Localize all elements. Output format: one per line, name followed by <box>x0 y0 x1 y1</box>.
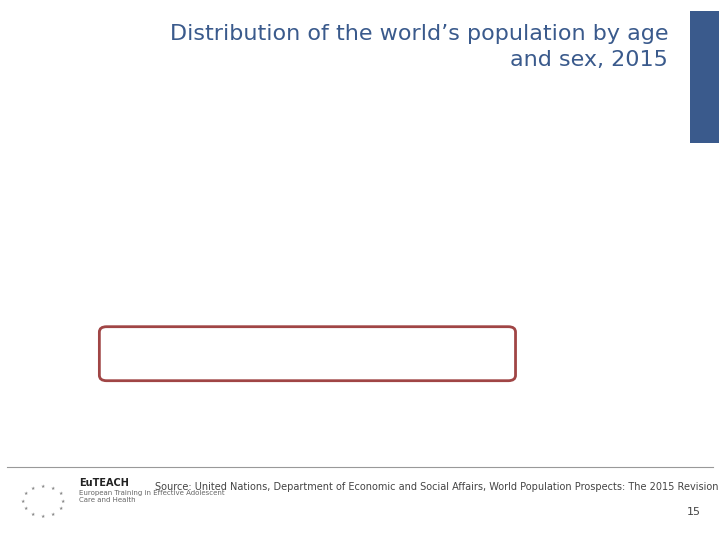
Text: ★: ★ <box>58 506 63 511</box>
Text: ★: ★ <box>41 514 45 519</box>
FancyBboxPatch shape <box>690 11 719 143</box>
Text: European Training in Effective Adolescent
Care and Health: European Training in Effective Adolescen… <box>79 490 225 503</box>
Text: Source: United Nations, Department of Economic and Social Affairs, World Populat: Source: United Nations, Department of Ec… <box>155 482 720 492</box>
Text: ★: ★ <box>58 491 63 496</box>
Text: ★: ★ <box>21 498 25 504</box>
Text: ★: ★ <box>61 498 66 504</box>
Text: ★: ★ <box>24 506 28 511</box>
Text: Distribution of the world’s population by age
and sex, 2015: Distribution of the world’s population b… <box>170 24 668 70</box>
Text: ★: ★ <box>31 512 35 517</box>
Text: ★: ★ <box>41 483 45 489</box>
Text: 15: 15 <box>688 507 701 517</box>
Text: EuTEACH: EuTEACH <box>79 478 129 488</box>
Text: ★: ★ <box>51 512 55 517</box>
Text: ★: ★ <box>51 485 55 490</box>
Text: ★: ★ <box>31 485 35 490</box>
Text: ★: ★ <box>24 491 28 496</box>
